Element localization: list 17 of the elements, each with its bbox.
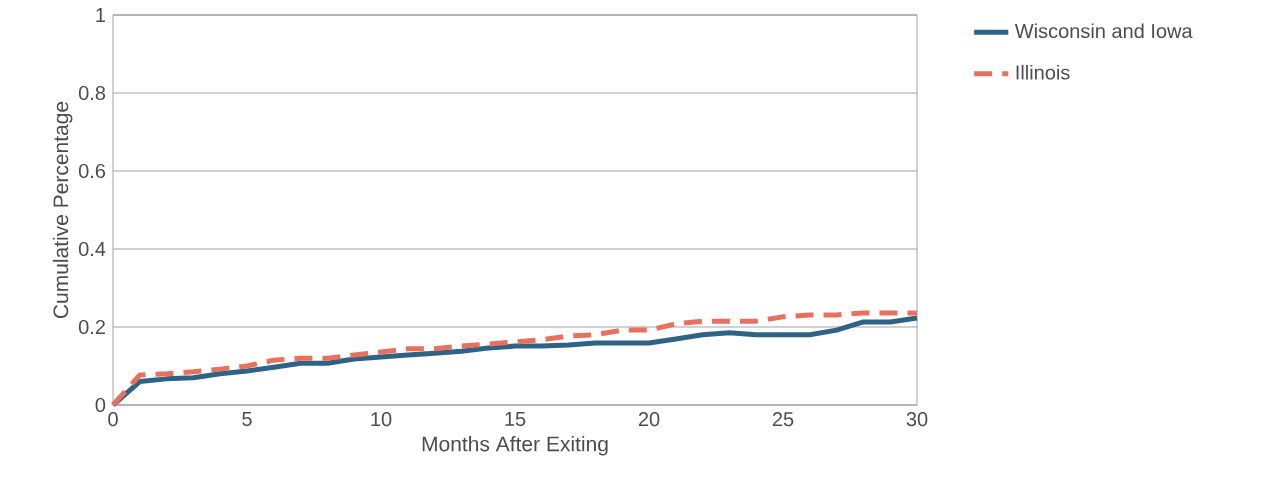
y-tick-label: 0.8 (78, 85, 106, 101)
y-tick-label: 0.6 (78, 163, 106, 179)
x-axis-title: Months After Exiting (422, 435, 608, 456)
x-tick-label: 20 (638, 412, 660, 427)
y-tick-label: 0.4 (78, 241, 106, 257)
x-tick-label: 10 (371, 412, 392, 427)
x-tick-label: 0 (108, 412, 118, 427)
x-tick-label: 30 (906, 412, 928, 427)
x-tick-label: 15 (505, 412, 526, 427)
y-axis-title: Cumulative Percentage (52, 101, 73, 319)
legend-label: Wisconsin and Iowa (1014, 23, 1193, 39)
y-tick-label: 0 (95, 397, 106, 413)
x-tick-label: 25 (772, 412, 794, 427)
legend-label: Illinois (1016, 64, 1070, 80)
x-tick-label: 5 (242, 412, 252, 427)
y-tick-label: 0.2 (78, 319, 105, 335)
y-tick-label: 1 (96, 8, 105, 22)
